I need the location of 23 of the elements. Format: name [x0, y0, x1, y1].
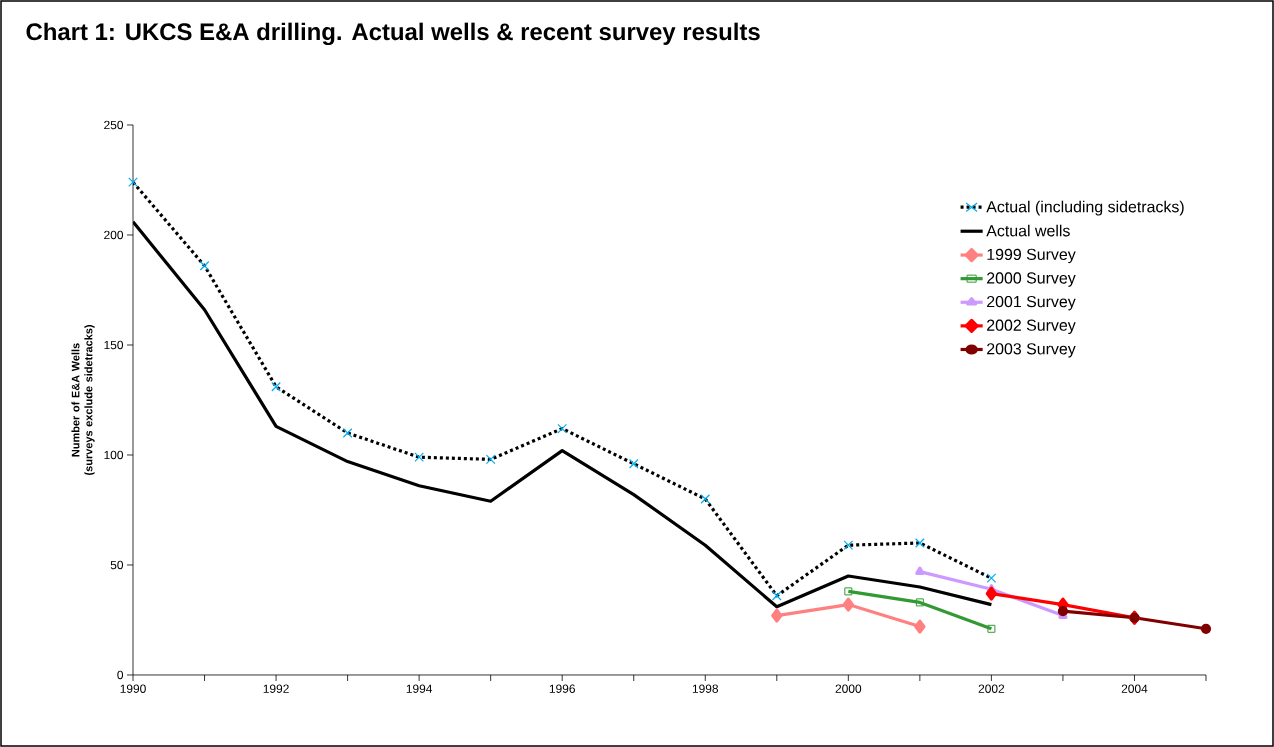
x-tick-label: 2000 [835, 684, 862, 693]
y-tick-label: 100 [104, 450, 124, 460]
y-tick-label: 150 [104, 340, 124, 350]
chart-title: Chart 1: UKCS E&A drilling. Actual wells & recent survey results [26, 22, 760, 46]
x-tick-label: 1994 [406, 684, 433, 693]
legend-label: 2001 Survey [987, 295, 1076, 311]
legend-label: 1999 Survey [987, 248, 1076, 264]
y-tick-label: 0 [117, 670, 124, 680]
x-tick-label: 1996 [549, 684, 575, 693]
y-tick-label: 250 [104, 120, 124, 130]
x-tick-label: 1990 [120, 684, 146, 693]
x-tick-label: 2004 [1121, 684, 1148, 693]
y-tick-label: 50 [110, 560, 124, 570]
legend-label: 2003 Survey [987, 343, 1076, 358]
legend-label: Actual wells [986, 224, 1070, 237]
x-tick-label: 2002 [978, 684, 1005, 693]
legend-label: 2000 Survey [987, 272, 1076, 287]
x-tick-label: 1992 [263, 684, 289, 693]
y-tick-label: 200 [104, 230, 124, 240]
legend-label: Actual (including sidetracks) [986, 200, 1184, 216]
legend-label: 2002 Survey [987, 319, 1076, 335]
x-tick-label: 1998 [692, 684, 719, 693]
y-axis-title: Number of E&A Wells (surveys exclude sidetracks) [71, 325, 95, 475]
